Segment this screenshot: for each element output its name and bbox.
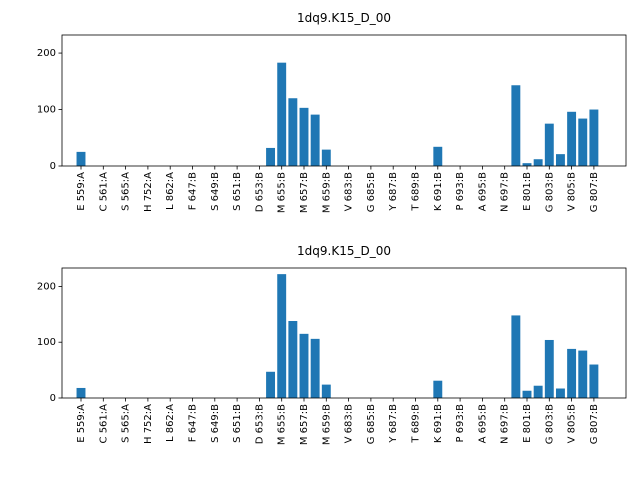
- x-tick-label: H 752:A: [143, 172, 154, 212]
- x-tick-label: E 801:B: [522, 172, 533, 211]
- bar: [555, 154, 565, 166]
- x-tick-label: M 655:B: [277, 404, 288, 445]
- y-tick-label: 200: [37, 281, 56, 292]
- bar: [511, 85, 521, 166]
- x-tick-label: V 805:B: [567, 172, 578, 211]
- bar: [433, 146, 443, 166]
- x-tick-label: S 651:B: [232, 404, 243, 443]
- y-tick-label: 0: [50, 161, 56, 172]
- bar: [299, 333, 309, 398]
- x-tick-label: G 803:B: [544, 404, 555, 444]
- y-tick-label: 100: [37, 337, 56, 348]
- bar: [544, 339, 554, 398]
- x-tick-label: F 647:B: [188, 172, 199, 210]
- chart-title: 1dq9.K15_D_00: [297, 244, 391, 258]
- x-tick-label: Y 687:B: [388, 172, 399, 212]
- x-tick-label: S 651:B: [232, 172, 243, 211]
- x-tick-label: A 695:B: [477, 172, 488, 211]
- x-tick-label: F 647:B: [188, 404, 199, 442]
- x-tick-label: E 559:A: [76, 404, 87, 443]
- x-tick-label: K 691:B: [433, 172, 444, 211]
- x-tick-label: M 659:B: [321, 404, 332, 445]
- x-tick-label: C 561:A: [98, 172, 109, 212]
- bar: [76, 151, 86, 166]
- x-tick-label: M 655:B: [277, 172, 288, 213]
- bar: [533, 385, 543, 398]
- bar: [544, 123, 554, 166]
- x-tick-label: S 649:B: [210, 172, 221, 211]
- x-tick-label: T 689:B: [411, 172, 422, 212]
- x-tick-label: L 862:A: [165, 404, 176, 442]
- x-tick-label: C 561:A: [98, 404, 109, 444]
- bar: [567, 111, 577, 166]
- x-tick-label: S 649:B: [210, 404, 221, 443]
- x-tick-label: G 807:B: [589, 404, 600, 444]
- bar: [522, 390, 532, 398]
- bar: [266, 371, 276, 398]
- x-tick-label: D 653:B: [254, 404, 265, 444]
- bar: [533, 159, 543, 166]
- x-tick-label: T 689:B: [411, 404, 422, 444]
- y-tick-label: 200: [37, 48, 56, 59]
- x-tick-label: D 653:B: [254, 172, 265, 212]
- x-tick-label: G 807:B: [589, 172, 600, 212]
- x-tick-label: E 559:A: [76, 172, 87, 211]
- x-tick-label: P 693:B: [455, 172, 466, 211]
- x-tick-label: A 695:B: [477, 404, 488, 443]
- bar: [76, 387, 86, 398]
- x-tick-label: G 803:B: [544, 172, 555, 212]
- x-tick-label: M 657:B: [299, 172, 310, 213]
- bar: [522, 163, 532, 166]
- x-tick-label: M 657:B: [299, 404, 310, 445]
- x-tick-label: N 697:B: [500, 404, 511, 444]
- x-tick-label: G 685:B: [366, 404, 377, 444]
- x-tick-label: G 685:B: [366, 172, 377, 212]
- bar: [578, 118, 588, 166]
- bar: [578, 350, 588, 398]
- bar: [266, 147, 276, 166]
- x-tick-label: V 805:B: [567, 404, 578, 443]
- bar: [288, 321, 298, 398]
- x-tick-label: V 683:B: [344, 404, 355, 443]
- x-tick-label: N 697:B: [500, 172, 511, 212]
- bar: [589, 364, 599, 398]
- x-tick-label: V 683:B: [344, 172, 355, 211]
- bar: [567, 348, 577, 398]
- x-tick-label: S 565:A: [121, 404, 132, 443]
- bar: [288, 98, 298, 166]
- bar: [321, 384, 331, 398]
- x-tick-label: P 693:B: [455, 404, 466, 443]
- bar: [511, 315, 521, 398]
- x-tick-label: S 565:A: [121, 172, 132, 211]
- chart-title: 1dq9.K15_D_00: [297, 11, 391, 25]
- axes-frame: [61, 34, 627, 167]
- bar: [310, 114, 320, 166]
- bar: [277, 62, 287, 166]
- bar: [589, 109, 599, 166]
- x-tick-label: M 659:B: [321, 172, 332, 213]
- bar: [433, 380, 443, 398]
- bar: [277, 274, 287, 398]
- bar: [321, 149, 331, 166]
- bar: [555, 388, 565, 398]
- x-tick-label: K 691:B: [433, 404, 444, 443]
- x-tick-label: E 801:B: [522, 404, 533, 443]
- x-tick-label: Y 687:B: [388, 404, 399, 444]
- axes-frame: [61, 267, 627, 399]
- y-tick-label: 0: [50, 393, 56, 404]
- x-tick-label: L 862:A: [165, 172, 176, 210]
- bar: [299, 107, 309, 166]
- bar: [310, 338, 320, 398]
- x-tick-label: H 752:A: [143, 404, 154, 444]
- y-tick-label: 100: [37, 105, 56, 116]
